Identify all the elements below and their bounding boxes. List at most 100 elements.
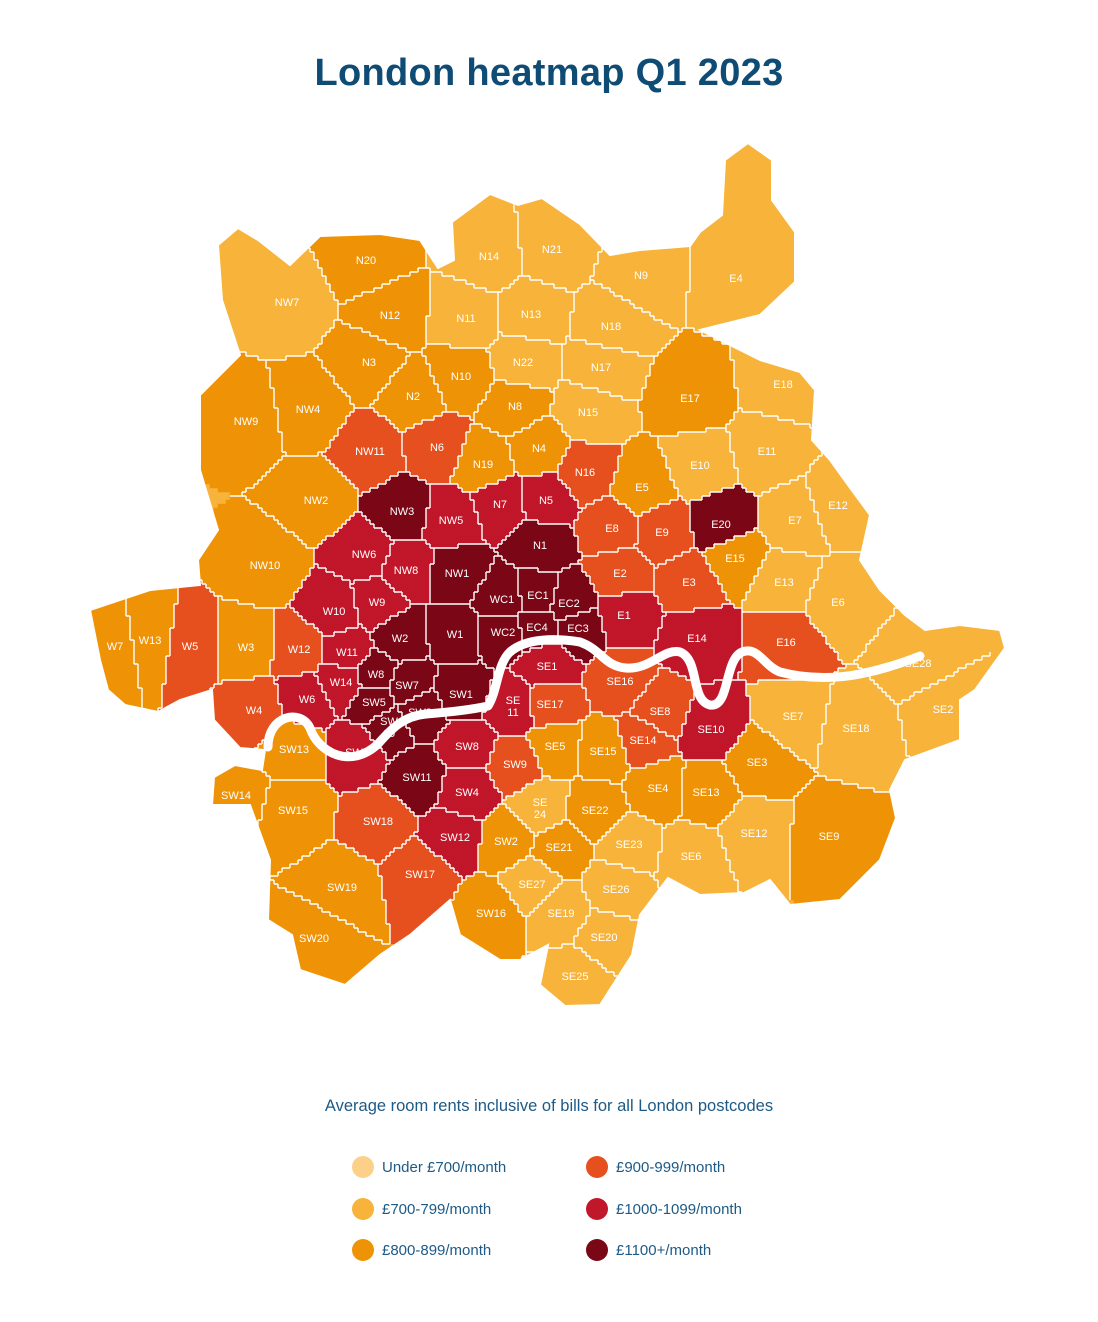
postcode-districts [90,143,1005,1006]
label-se18: SE18 [843,723,870,735]
label-nw7: NW7 [275,297,299,309]
district-e14 [653,603,743,685]
district-e7 [757,475,831,557]
legend-caption: Average room rents inclusive of bills fo… [324,1097,774,1115]
district-se17 [529,683,591,729]
district-shape [525,879,591,953]
district-shape [313,511,395,585]
district-nw8 [381,539,435,605]
label-w7: W7 [107,641,124,653]
label-w13: W13 [139,635,162,647]
label-e7: E7 [788,515,801,527]
label-n11: N11 [456,313,475,325]
label-n8: N8 [508,401,522,413]
district-shape [573,495,639,557]
legend-swatch [352,1239,374,1261]
legend-item-900-999: £900-999/month [586,1156,725,1178]
district-se19 [525,879,591,953]
label-n4: N4 [532,443,546,455]
label-e13: E13 [774,577,794,589]
label-se17: SE17 [537,699,564,711]
district-sw5 [341,687,395,725]
label-nw5: NW5 [439,515,463,527]
label-se24: SE 24 [533,797,548,821]
label-ec1: EC1 [527,590,548,602]
label-n1: N1 [533,540,547,552]
label-se23: SE23 [616,839,643,851]
label-w10: W10 [323,606,346,618]
label-n7: N7 [493,499,507,511]
label-w12: W12 [288,644,311,656]
legend-label: £1100+/month [616,1241,712,1259]
river-thames [263,635,925,762]
label-n13: N13 [521,309,541,321]
label-n20: N20 [356,255,376,267]
label-sw16: SW16 [476,908,506,920]
district-w8 [357,647,399,689]
label-n16: N16 [575,467,595,479]
legend-swatch [586,1239,608,1261]
district-nw3 [357,471,431,541]
legend-item-1000-1099: £1000-1099/month [586,1198,742,1220]
label-se19: SE19 [548,908,575,920]
label-sw8: SW8 [455,741,479,753]
label-w5: W5 [182,641,199,653]
label-se1: SE1 [537,661,558,673]
district-e4 [685,203,811,345]
label-se13: SE13 [693,787,720,799]
district-shape [689,483,759,553]
legend-label: £1000-1099/month [616,1200,742,1218]
label-sw11: SW11 [402,772,431,784]
label-se22: SE22 [582,805,609,817]
label-w8: W8 [368,669,385,681]
district-shape [377,743,447,817]
label-w1: W1 [447,629,464,641]
label-sw3: SW3 [408,707,432,719]
label-sw20: SW20 [299,933,329,945]
label-n6: N6 [430,442,444,454]
legend-label: Under £700/month [382,1158,507,1176]
label-se9: SE9 [819,831,840,843]
district-n6 [401,411,475,485]
label-se26: SE26 [603,884,630,896]
legend-item-700-799: £700-799/month [352,1198,491,1220]
label-n21: N21 [542,244,562,256]
label-wc1: WC1 [490,594,514,606]
label-w14: W14 [330,677,353,689]
district-shape [269,839,391,945]
label-sw17: SW17 [405,869,435,881]
postcode-labels: NW7 N20 N12 N3 N14 N21 N9 E4 N11 N13 N18 N22 N17 N10 N… [107,244,954,983]
label-sw18: SW18 [363,816,393,828]
district-shape [217,595,275,685]
district-e17 [637,327,739,437]
district-e15 [701,527,771,609]
label-ec2: EC2 [558,598,579,610]
label-e5: E5 [635,482,648,494]
label-n14: N14 [479,251,499,263]
label-e2: E2 [613,568,626,580]
label-w11: W11 [336,647,358,659]
district-shape [633,495,695,569]
label-sw2: SW2 [494,836,518,848]
label-sw15: SW15 [278,805,308,817]
district-shape [341,687,395,725]
label-nw2: NW2 [304,495,328,507]
label-se27: SE27 [519,879,546,891]
district-e5 [609,431,679,517]
label-w2: W2 [392,633,409,645]
district-w3 [217,595,275,685]
label-n19: N19 [473,459,493,471]
district-shape [357,647,399,689]
district-sw8 [433,719,499,769]
label-e20: E20 [711,519,731,531]
label-w3: W3 [238,642,255,654]
label-nw9: NW9 [234,416,258,428]
district-shape [577,547,655,597]
district-shape [701,527,771,609]
district-se4 [621,755,687,829]
label-n18: N18 [601,321,621,333]
label-e12: E12 [828,500,848,512]
label-se14: SE14 [630,735,657,747]
district-shape [609,431,679,517]
